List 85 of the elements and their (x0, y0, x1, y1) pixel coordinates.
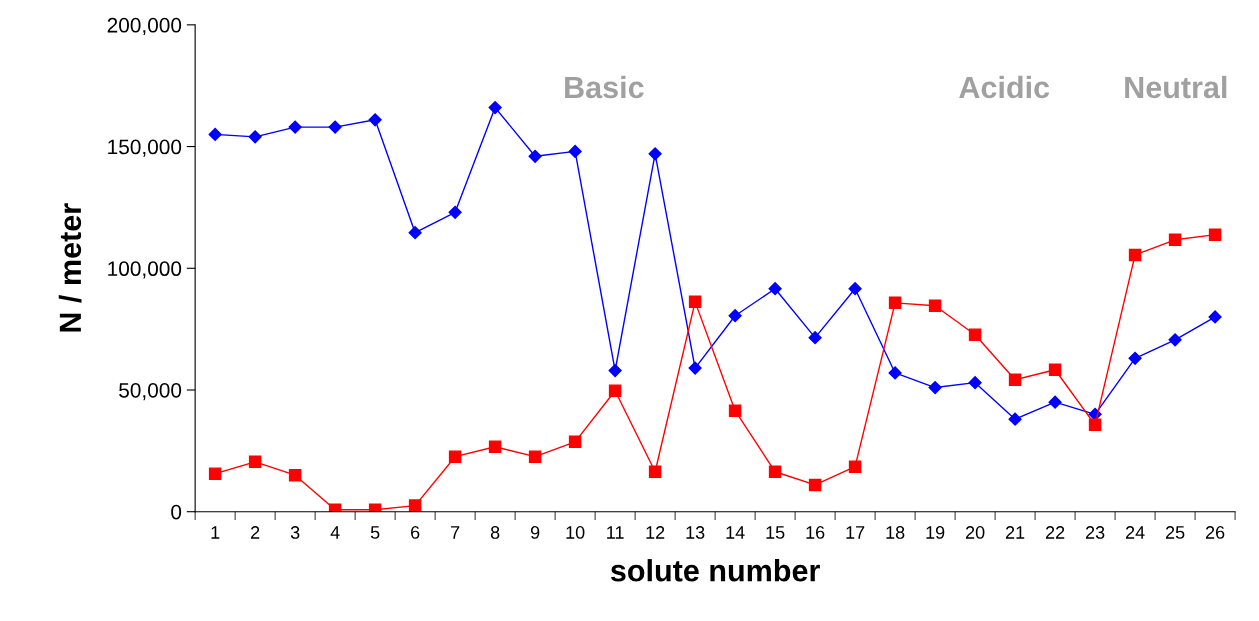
x-tick-label: 1 (211, 526, 220, 539)
x-tick-label: 20 (965, 526, 985, 539)
point (968, 376, 982, 390)
point (448, 450, 462, 463)
point (448, 205, 462, 219)
point (928, 380, 942, 395)
point (488, 101, 502, 115)
annotation: Basic (565, 75, 644, 99)
point (408, 499, 422, 512)
point (808, 478, 822, 492)
point (568, 435, 582, 449)
annotation: Acidic (959, 75, 1050, 99)
x-tick-label: 8 (490, 526, 500, 539)
point (688, 295, 702, 309)
x-tick-label: 16 (806, 526, 825, 539)
annotation: Neutral (1125, 75, 1227, 99)
point (728, 404, 742, 417)
point (208, 467, 222, 480)
y-tick-label: 150,000 (108, 139, 182, 157)
y-tick-label: 50,000 (119, 382, 182, 401)
y-axis-title: N / meter (58, 203, 82, 332)
x-tick-label: 2 (251, 526, 260, 539)
point (488, 440, 502, 453)
x-tick-label: 7 (451, 526, 460, 539)
x-tick-label: 18 (886, 526, 905, 539)
point (848, 282, 862, 296)
point (1168, 233, 1182, 247)
point (888, 366, 902, 380)
x-axis-title: solute number (610, 559, 820, 582)
point (528, 149, 542, 163)
point (1208, 310, 1222, 324)
point (648, 147, 662, 161)
point (528, 450, 542, 463)
point (1008, 373, 1022, 387)
point (368, 113, 382, 127)
point (408, 226, 422, 240)
point (1048, 395, 1062, 409)
x-tick-label: 11 (607, 526, 624, 539)
point (208, 127, 222, 141)
point (1128, 351, 1142, 365)
x-tick-label: 13 (686, 526, 705, 539)
y-tick-label: 200,000 (107, 17, 182, 36)
x-tick-label: 21 (1005, 526, 1025, 539)
x-tick-label: 26 (1205, 526, 1225, 539)
point (1048, 363, 1062, 377)
point (1168, 333, 1182, 347)
point (688, 361, 702, 375)
point (888, 296, 902, 310)
x-tick-label: 12 (646, 526, 665, 539)
point (288, 120, 302, 134)
x-tick-label: 25 (1165, 526, 1185, 539)
x-tick-label: 17 (846, 526, 865, 539)
x-tick-label: 3 (290, 526, 300, 539)
x-tick-label: 23 (1085, 526, 1105, 539)
x-tick-label: 22 (1045, 526, 1065, 539)
point (928, 299, 942, 313)
point (248, 130, 262, 144)
point (1128, 248, 1142, 262)
x-tick-label: 14 (726, 526, 745, 539)
y-tick-label: 0 (171, 504, 182, 520)
x-tick-label: 9 (530, 526, 540, 539)
x-tick-label: 19 (926, 526, 945, 539)
x-tick-label: 5 (370, 526, 380, 539)
point (768, 282, 782, 296)
point (248, 455, 262, 469)
point (608, 384, 622, 397)
point (1088, 418, 1102, 432)
point (808, 331, 822, 345)
point (568, 144, 582, 159)
point (728, 309, 742, 323)
point (648, 465, 662, 479)
x-tick-label: 24 (1125, 526, 1145, 539)
point (1008, 412, 1022, 426)
point (968, 328, 982, 341)
x-tick-label: 4 (330, 526, 340, 539)
x-tick-label: 6 (411, 526, 420, 539)
point (848, 460, 862, 473)
point (768, 465, 782, 479)
point (288, 468, 302, 482)
point (328, 120, 342, 134)
x-tick-label: 15 (766, 526, 785, 539)
x-tick-label: 10 (566, 526, 585, 539)
y-tick-label: 100,000 (108, 261, 182, 279)
point (608, 363, 622, 378)
point (1208, 228, 1222, 241)
